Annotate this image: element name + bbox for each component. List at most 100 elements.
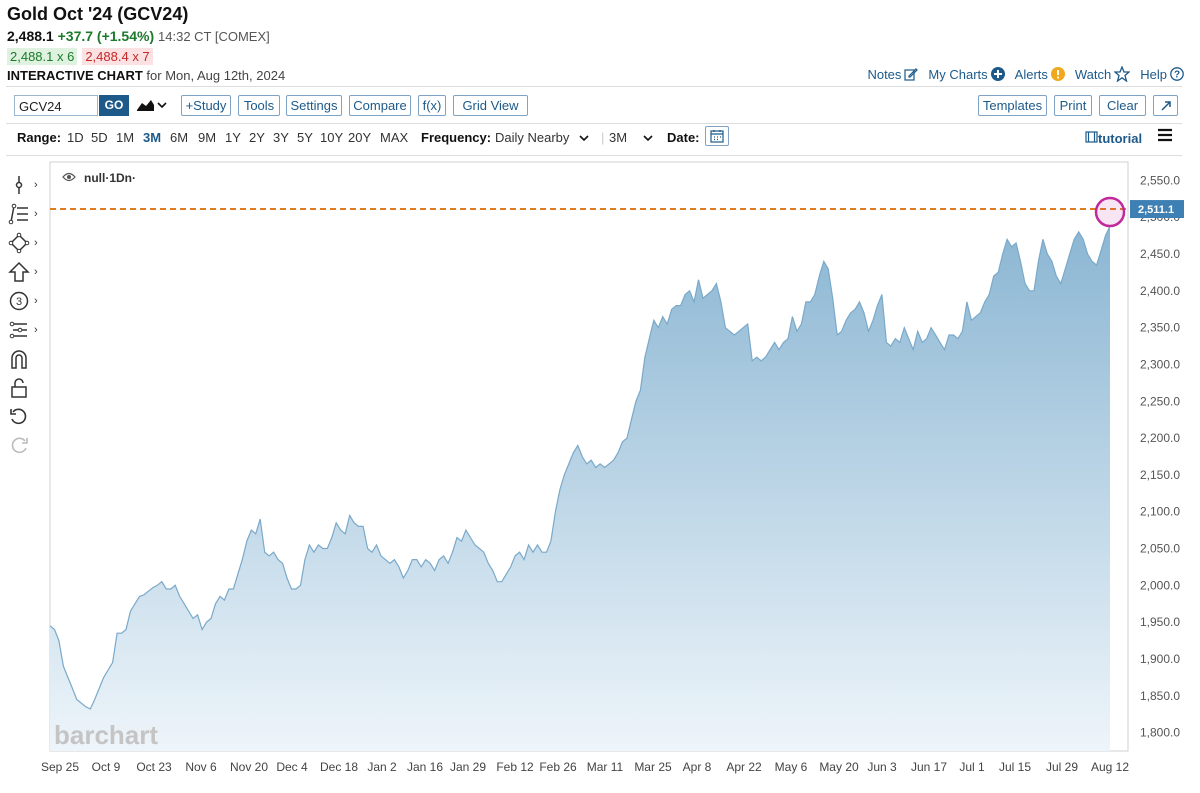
legend-label: null·1Dn·: [84, 171, 136, 185]
separator: |: [601, 130, 605, 145]
expand-icon: [1160, 101, 1171, 111]
price-area: [50, 226, 1110, 751]
x-tick-label: Jun 17: [911, 760, 947, 774]
alerts-label: Alerts: [1014, 66, 1048, 82]
range-option-6m[interactable]: 6M: [170, 130, 189, 145]
ask-badge: 2,488.4 x 7: [82, 48, 153, 65]
bid-badge: 2,488.1 x 6: [7, 48, 78, 65]
compare-button[interactable]: Compare: [349, 95, 411, 116]
chart-toolbar: GCV24 GO +Study Tools Settings Compare f…: [14, 95, 1182, 119]
y-tick-label: 1,800.0: [1140, 726, 1180, 740]
pencil-icon: [904, 68, 919, 81]
x-tick-label: Jan 2: [367, 760, 397, 774]
range-option-5y[interactable]: 5Y: [297, 130, 313, 145]
price-chart[interactable]: 2,550.02,500.02,450.02,400.02,350.02,300…: [0, 157, 1200, 793]
legend[interactable]: null·1Dn·: [62, 171, 136, 185]
print-button[interactable]: Print: [1054, 95, 1092, 116]
undo-tool[interactable]: [8, 402, 46, 431]
svg-text:3: 3: [16, 296, 22, 308]
interactive-date: for Mon, Aug 12th, 2024: [146, 68, 286, 83]
shape-tool[interactable]: ›: [8, 228, 46, 257]
redo-tool[interactable]: [8, 431, 46, 460]
lock-tool[interactable]: [8, 373, 46, 402]
page-title: Gold Oct '24 (GCV24): [7, 4, 189, 24]
templates-button[interactable]: Templates: [978, 95, 1047, 116]
period-select[interactable]: 3M: [609, 130, 653, 145]
grid-view-button[interactable]: Grid View: [453, 95, 528, 116]
symbol-input[interactable]: GCV24: [14, 95, 98, 116]
range-option-2y[interactable]: 2Y: [249, 130, 265, 145]
y-tick-label: 2,250.0: [1140, 394, 1180, 408]
period-value: 3M: [609, 130, 628, 145]
calendar-button[interactable]: [705, 126, 729, 146]
x-tick-label: Aug 12: [1091, 760, 1129, 774]
price-line: [49, 225, 1111, 710]
my-charts-link[interactable]: My Charts: [928, 66, 1005, 82]
expand-button[interactable]: [1153, 95, 1178, 116]
range-option-5d[interactable]: 5D: [91, 130, 108, 145]
bid-ask: 2,488.1 x 6 2,488.4 x 7: [7, 48, 285, 65]
range-option-1y[interactable]: 1Y: [225, 130, 241, 145]
y-tick-label: 1,850.0: [1140, 689, 1180, 703]
x-tick-label: May 20: [819, 760, 859, 774]
chevron-down-icon: [643, 135, 653, 142]
menu-button[interactable]: [1157, 128, 1173, 145]
y-tick-label: 2,550.0: [1140, 173, 1180, 187]
notes-label: Notes: [867, 66, 902, 82]
range-option-9m[interactable]: 9M: [198, 130, 217, 145]
range-option-3y[interactable]: 3Y: [273, 130, 289, 145]
watch-link[interactable]: Watch: [1074, 66, 1131, 82]
watch-label: Watch: [1074, 66, 1112, 82]
y-tick-label: 2,000.0: [1140, 578, 1180, 592]
range-option-3m[interactable]: 3M: [143, 130, 162, 145]
arrow-tool[interactable]: ›: [8, 257, 46, 286]
y-tick-label: 2,300.0: [1140, 357, 1180, 371]
notes-link[interactable]: Notes: [867, 66, 919, 82]
function-button[interactable]: f(x): [418, 95, 446, 116]
go-button[interactable]: GO: [99, 95, 129, 116]
clear-button[interactable]: Clear: [1099, 95, 1146, 116]
frequency-select[interactable]: Daily Nearby: [495, 130, 589, 145]
redo-icon: [11, 437, 28, 453]
settings-button[interactable]: Settings: [286, 95, 342, 116]
quote-header: Gold Oct '24 (GCV24) 2,488.1 +37.7 (+1.5…: [7, 3, 285, 84]
unlock-icon: [11, 377, 27, 398]
tools-button[interactable]: Tools: [238, 95, 280, 116]
arrow-up-icon: [8, 261, 30, 282]
alerts-link[interactable]: Alerts: [1015, 67, 1065, 82]
x-tick-label: Dec 4: [276, 760, 308, 774]
crosshair-tool[interactable]: ›: [8, 170, 46, 199]
x-axis: Sep 25 Oct 9 Oct 23 Nov 6 Nov 20 Dec 4 Dec 18 J…: [41, 760, 1129, 774]
range-option-1m[interactable]: 1M: [116, 130, 135, 145]
help-link[interactable]: Help ?: [1140, 67, 1184, 82]
counter-tool[interactable]: 3 ›: [8, 286, 46, 315]
fib-tool[interactable]: ›: [8, 199, 46, 228]
line-tool-icon: [15, 175, 23, 194]
quote-time: 14:32 CT [COMEX]: [158, 29, 270, 44]
range-option-1d[interactable]: 1D: [67, 130, 84, 145]
x-tick-label: Feb 12: [496, 760, 534, 774]
tutorial-link[interactable]: tutorial: [1085, 131, 1142, 146]
x-tick-label: Apr 22: [726, 760, 762, 774]
x-tick-label: Jan 29: [450, 760, 486, 774]
magnet-tool[interactable]: [8, 344, 46, 373]
my-charts-label: My Charts: [928, 66, 988, 82]
chart-type-selector[interactable]: [136, 97, 168, 116]
undo-icon: [10, 408, 27, 424]
hamburger-icon: [1158, 128, 1172, 142]
study-button[interactable]: +Study: [181, 95, 231, 116]
last-price-marker[interactable]: [1094, 196, 1126, 228]
pitchfork-tool[interactable]: ›: [8, 315, 46, 344]
range-option-10y[interactable]: 10Y: [320, 130, 344, 145]
chevron-down-icon: [579, 135, 589, 142]
x-tick-label: Dec 18: [320, 760, 358, 774]
x-tick-label: Sep 25: [41, 760, 79, 774]
x-tick-label: May 6: [775, 760, 808, 774]
y-axis: 2,550.02,500.02,450.02,400.02,350.02,300…: [1140, 173, 1180, 739]
range-option-max[interactable]: MAX: [380, 130, 409, 145]
calendar-icon: [710, 130, 724, 143]
interactive-chart-label: INTERACTIVE CHART for Mon, Aug 12th, 202…: [7, 68, 285, 84]
svg-text:?: ?: [1174, 70, 1180, 81]
y-tick-label: 2,400.0: [1140, 284, 1180, 298]
range-option-20y[interactable]: 20Y: [348, 130, 372, 145]
